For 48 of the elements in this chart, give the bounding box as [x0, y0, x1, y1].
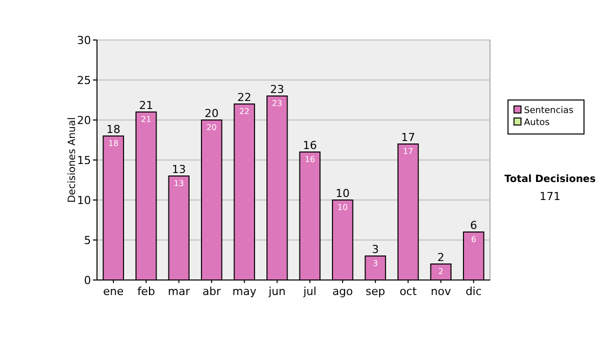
x-tick-label: jun [268, 285, 286, 298]
data-label: 3 [372, 259, 378, 268]
legend-label: Sentencias [524, 106, 574, 116]
y-tick-label: 25 [77, 74, 91, 87]
legend-label: Autos [524, 118, 550, 128]
data-label: 21 [141, 115, 152, 124]
text: 171 [540, 190, 560, 203]
x-tick-label: jul [302, 285, 316, 298]
data-label: 2 [438, 267, 444, 276]
y-tick-label: 5 [84, 234, 91, 247]
text: Total Decisiones [504, 174, 596, 185]
x-tick-label: sep [366, 285, 386, 298]
total-label: 16 [302, 139, 317, 152]
total-label: 6 [470, 219, 478, 232]
x-tick-label: ago [332, 285, 354, 298]
x-tick-label: dic [466, 285, 482, 298]
data-label: 20 [206, 123, 217, 132]
data-label: 17 [403, 147, 414, 156]
data-label: 18 [108, 139, 118, 148]
total-label: 17 [401, 131, 416, 144]
data-label: 23 [272, 99, 282, 108]
x-tick-label: ene [103, 285, 124, 298]
data-label: 13 [174, 179, 184, 188]
y-tick-label: 10 [77, 194, 91, 207]
x-tick-label: abr [202, 285, 222, 298]
y-tick-label: 20 [77, 114, 91, 127]
x-tick-label: may [232, 285, 257, 298]
y-tick-label: 0 [84, 274, 91, 287]
total-label: 2 [437, 251, 444, 264]
y-tick-label: 15 [77, 154, 91, 167]
total-label: 22 [237, 91, 252, 104]
total-label: 20 [204, 107, 219, 120]
y-axis-title: Decisiones Anual [67, 117, 78, 203]
data-label: 22 [239, 107, 250, 116]
data-label: 16 [304, 155, 315, 164]
x-tick-label: feb [137, 285, 155, 298]
x-tick-label: mar [168, 285, 190, 298]
total-label: 13 [172, 163, 186, 176]
x-tick-label: oct [400, 285, 418, 298]
total-label: 3 [372, 243, 379, 256]
total-label: 18 [106, 123, 120, 136]
total-label: 10 [336, 187, 350, 200]
data-label: 6 [471, 235, 476, 244]
y-tick-label: 30 [77, 34, 91, 47]
data-label: 10 [338, 203, 348, 212]
total-label: 23 [270, 83, 284, 96]
x-tick-label: nov [430, 285, 452, 298]
total-label: 21 [139, 99, 154, 112]
